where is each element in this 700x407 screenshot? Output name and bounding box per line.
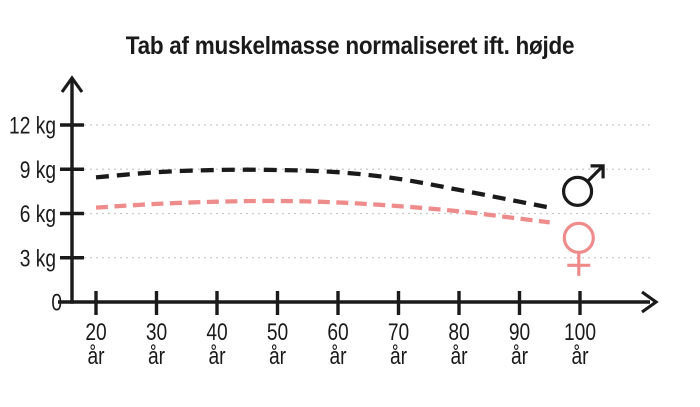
x-tick-label-70: 70	[388, 318, 409, 346]
chart-title: Tab af muskelmasse normaliseret ift. høj…	[125, 32, 575, 60]
x-tick-suffix-80: år	[450, 342, 467, 370]
x-tick-suffix-90: år	[511, 342, 528, 370]
y-tick-label-3kg: 3 kg	[20, 244, 56, 272]
male-series-line	[95, 167, 551, 210]
x-tick-label-100: 100	[564, 318, 596, 346]
x-tick-suffix-30: år	[148, 342, 165, 370]
male-symbol-icon	[561, 164, 605, 207]
x-tick-suffix-60: år	[329, 342, 346, 370]
x-tick-label-40: 40	[206, 318, 227, 346]
x-tick-label-90: 90	[509, 318, 530, 346]
x-tick-label-20: 20	[85, 318, 106, 346]
y-axis-arrow-icon	[60, 75, 84, 93]
x-tick-label-30: 30	[146, 318, 167, 346]
x-tick-suffix-100: år	[571, 342, 588, 370]
y-origin-label: 0	[51, 289, 62, 317]
x-tick-suffix-50: år	[269, 342, 286, 370]
x-tick-suffix-70: år	[390, 342, 407, 370]
y-tick-label-12kg: 12 kg	[9, 112, 56, 140]
x-tick-label-60: 60	[327, 318, 348, 346]
y-tick-label-9kg: 9 kg	[20, 156, 56, 184]
female-symbol-icon	[562, 221, 595, 276]
female-series-line	[95, 198, 551, 225]
x-axis-arrow-icon	[641, 290, 659, 314]
x-tick-label-50: 50	[267, 318, 288, 346]
x-tick-label-80: 80	[448, 318, 469, 346]
x-tick-suffix-40: år	[208, 342, 225, 370]
y-tick-label-6kg: 6 kg	[20, 200, 56, 228]
x-tick-suffix-20: år	[87, 342, 104, 370]
